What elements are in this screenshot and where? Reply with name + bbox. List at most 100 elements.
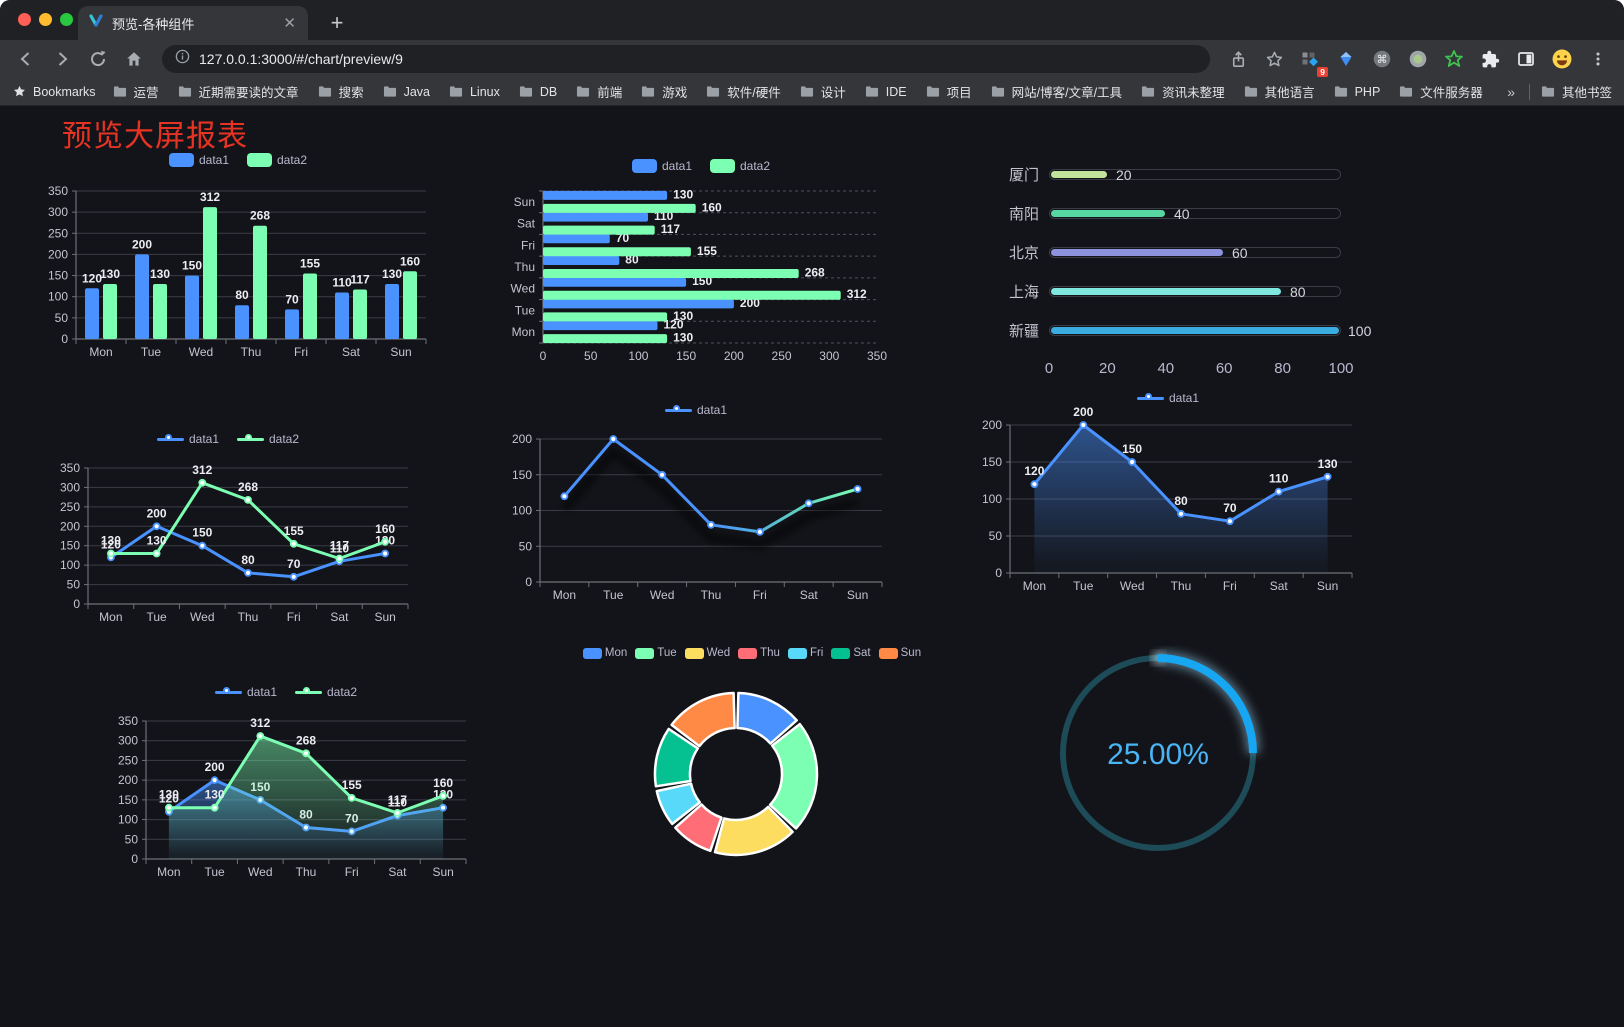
profile-avatar-emoji[interactable] xyxy=(1546,43,1578,75)
chart-horizontal-bar[interactable]: Mon Tue Wed Thu Fri Sat Sun 0 50 100 150 200 250 300 3… xyxy=(505,151,897,369)
legend-marker xyxy=(635,647,655,659)
bookmark-star-icon[interactable] xyxy=(1258,43,1290,75)
legend-marker xyxy=(1136,392,1164,404)
bookmark-folder[interactable]: Java xyxy=(382,85,430,99)
url-bar[interactable]: 127.0.0.1:3000/#/chart/preview/9 xyxy=(162,45,1210,73)
chart-area-single[interactable]: 0 50 100 150 200 Mon Tue Wed Thu Fri Sat Sun 120 200 1… xyxy=(972,387,1364,599)
other-bookmarks-folder[interactable]: 其他书签 xyxy=(1540,82,1612,101)
chart-canvas[interactable]: 0 50 100 150 200 250 300 350 Mon Tue Wed Thu Fri Sat S… xyxy=(100,673,472,891)
bookmark-folder[interactable]: IDE xyxy=(864,85,907,99)
bookmark-folder[interactable]: Linux xyxy=(448,85,500,99)
bookmark-folder[interactable]: 设计 xyxy=(799,82,846,101)
reload-button[interactable] xyxy=(82,43,114,75)
new-tab-button[interactable]: + xyxy=(330,10,344,35)
progress-row[interactable]: 新疆 100 xyxy=(993,321,1393,340)
chart-canvas[interactable]: 25.00% xyxy=(1048,646,1268,866)
legend-item-data2[interactable]: data2 xyxy=(247,153,307,167)
svg-text:117: 117 xyxy=(350,273,370,287)
bookmark-folder[interactable]: 项目 xyxy=(925,82,972,101)
legend-item-data2[interactable]: data2 xyxy=(710,159,770,173)
bookmarks-overflow-chevron[interactable]: » xyxy=(1507,83,1515,100)
legend-item-Thu[interactable]: Thu xyxy=(738,647,780,659)
chart-grouped-bar[interactable]: 0 50 100 150 200 250 300 350 Mon Tue Wed Thu Fri Sat S… xyxy=(42,149,434,367)
legend-item-data2[interactable]: data2 xyxy=(237,432,299,446)
legend-item-data1[interactable]: data1 xyxy=(214,685,277,699)
extension-gem-icon[interactable] xyxy=(1330,43,1362,75)
tab-close-icon[interactable]: ✕ xyxy=(283,15,296,32)
bookmark-folder[interactable]: 资讯未整理 xyxy=(1140,82,1225,101)
legend-item-data1[interactable]: data1 xyxy=(168,153,229,167)
minimize-window-button[interactable] xyxy=(39,13,52,26)
extensions-puzzle-icon[interactable] xyxy=(1474,43,1506,75)
chart-canvas[interactable]: 0 50 100 150 200 250 300 350 Mon Tue Wed Thu Fri Sat S… xyxy=(42,149,434,367)
bookmark-folder[interactable]: 软件/硬件 xyxy=(705,82,781,101)
home-button[interactable] xyxy=(118,43,150,75)
folder-icon xyxy=(318,86,331,97)
side-panel-icon[interactable] xyxy=(1510,43,1542,75)
bookmark-folder[interactable]: 其他语言 xyxy=(1243,82,1315,101)
zoom-window-button[interactable] xyxy=(60,13,73,26)
legend-item-Fri[interactable]: Fri xyxy=(787,647,823,659)
svg-text:200: 200 xyxy=(118,773,138,787)
bookmark-folder[interactable]: 前端 xyxy=(575,82,622,101)
bookmark-folder[interactable]: 近期需要读的文章 xyxy=(177,82,299,101)
chart-canvas[interactable]: 0 50 100 150 200 250 300 350 Mon Tue Wed Thu Fri Sat S… xyxy=(42,424,414,636)
legend-item-Sat[interactable]: Sat xyxy=(831,647,871,659)
progress-row[interactable]: 上海 80 xyxy=(993,282,1393,301)
browser-tab[interactable]: 预览-各种组件 ✕ xyxy=(78,6,308,40)
svg-text:100: 100 xyxy=(118,813,138,827)
chart-area-dual[interactable]: 0 50 100 150 200 250 300 350 Mon Tue Wed Thu Fri Sat S… xyxy=(100,673,472,891)
progress-row[interactable]: 北京 60 xyxy=(993,243,1393,262)
svg-text:Sun: Sun xyxy=(432,865,453,879)
svg-text:120: 120 xyxy=(1024,464,1044,478)
svg-text:Mon: Mon xyxy=(157,865,180,879)
progress-value: 80 xyxy=(1290,283,1306,300)
extension-blocker-icon[interactable]: 9 xyxy=(1294,43,1328,77)
svg-text:Thu: Thu xyxy=(241,345,262,359)
chart-donut[interactable]: Mon Tue Wed Thu Fri Sat Sun xyxy=(552,635,952,893)
extension-dot-circle-icon[interactable] xyxy=(1402,43,1434,75)
bookmark-folder[interactable]: 网站/博客/文章/工具 xyxy=(990,82,1122,101)
chart-line-gradient[interactable]: 0 50 100 150 200 Mon Tue Wed Thu Fri Sat Sun data1 xyxy=(498,397,894,612)
chart-progress-bars[interactable]: 厦门 20 南阳 40 北京 60 上海 80 新疆 1 xyxy=(993,149,1393,394)
chart-canvas[interactable]: 0 50 100 150 200 Mon Tue Wed Thu Fri Sat Sun 120 200 1… xyxy=(972,387,1364,599)
legend-item-data2[interactable]: data2 xyxy=(295,685,357,699)
site-info-icon[interactable] xyxy=(174,48,191,70)
axis-tick-label: 0 xyxy=(1044,360,1054,377)
legend-item-Sun[interactable]: Sun xyxy=(878,647,921,659)
bookmark-folder[interactable]: 运营 xyxy=(112,82,159,101)
legend-item-data1[interactable]: data1 xyxy=(631,159,692,173)
legend-item-Mon[interactable]: Mon xyxy=(582,647,627,659)
bookmark-folder[interactable]: 搜索 xyxy=(317,82,364,101)
bookmark-folder[interactable]: 文件服务器 xyxy=(1398,82,1483,101)
legend-label: data1 xyxy=(696,403,728,417)
folder-icon xyxy=(1334,86,1347,97)
chart-canvas[interactable]: Mon Tue Wed Thu Fri Sat Sun 0 50 100 150 200 250 300 3… xyxy=(505,151,897,369)
forward-button[interactable] xyxy=(46,43,78,75)
back-button[interactable] xyxy=(10,43,42,75)
legend-item-Wed[interactable]: Wed xyxy=(684,647,730,659)
progress-row[interactable]: 南阳 40 xyxy=(993,204,1393,223)
extension-green-star-icon[interactable] xyxy=(1438,43,1470,75)
close-window-button[interactable] xyxy=(18,13,31,26)
legend-item-data1[interactable]: data1 xyxy=(1136,391,1199,405)
legend-item-data1[interactable]: data1 xyxy=(664,403,728,417)
chart-legend: data1 data2 xyxy=(42,153,434,167)
bookmark-folder[interactable]: DB xyxy=(518,85,557,99)
chart-canvas[interactable] xyxy=(552,635,952,893)
chart-ring-progress[interactable]: 25.00% xyxy=(1048,646,1268,866)
share-icon[interactable] xyxy=(1222,43,1254,75)
bookmark-folder[interactable]: PHP xyxy=(1333,85,1380,99)
legend-item-Tue[interactable]: Tue xyxy=(635,647,677,659)
progress-row[interactable]: 厦门 20 xyxy=(993,165,1393,184)
chart-canvas[interactable]: 0 50 100 150 200 Mon Tue Wed Thu Fri Sat Sun xyxy=(498,397,894,612)
other-bookmarks-label: 其他书签 xyxy=(1561,86,1612,100)
legend-item-data1[interactable]: data1 xyxy=(156,432,219,446)
bookmark-folder[interactable]: 游戏 xyxy=(640,82,687,101)
chart-line-dual[interactable]: 0 50 100 150 200 250 300 350 Mon Tue Wed Thu Fri Sat S… xyxy=(42,424,414,636)
browser-menu-icon[interactable] xyxy=(1582,43,1614,75)
svg-text:110: 110 xyxy=(1269,472,1289,486)
bookmarks-manager[interactable]: Bookmarks xyxy=(12,84,96,99)
extension-command-icon[interactable]: ⌘ xyxy=(1366,43,1398,75)
legend-marker xyxy=(168,153,194,167)
